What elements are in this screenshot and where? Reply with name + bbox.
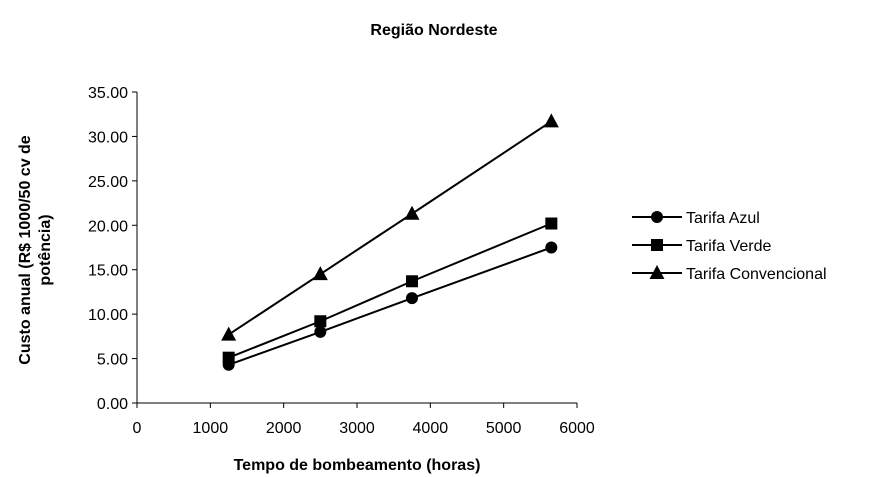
series-line	[229, 248, 552, 365]
y-tick-label: 25.00	[88, 174, 128, 191]
series-line	[229, 224, 552, 358]
data-point	[545, 242, 557, 254]
x-tick-label: 5000	[486, 420, 522, 437]
data-point	[545, 218, 557, 230]
x-axis-title: Tempo de bombeamento (horas)	[234, 457, 481, 474]
series-line	[229, 121, 552, 334]
plot-area: 0.00 5.00 10.00 15.00 20.00 25.00 30.00 35.00 0 1…	[88, 85, 595, 437]
y-axis-title: Custo anual (R$ 1000/50 cv de potência)	[17, 135, 54, 365]
y-tick-label: 35.00	[88, 85, 128, 102]
data-point	[406, 292, 418, 304]
data-point	[405, 206, 420, 220]
y-tick-label: 20.00	[88, 218, 128, 235]
data-point	[223, 352, 235, 364]
data-point	[313, 266, 328, 280]
x-tick-label: 4000	[413, 420, 449, 437]
legend-label: Tarifa Verde	[686, 238, 771, 255]
data-point	[314, 315, 326, 327]
legend-label: Tarifa Convencional	[686, 266, 827, 283]
data-point	[544, 113, 559, 127]
legend-marker	[651, 239, 663, 251]
legend-item: Tarifa Verde	[632, 238, 771, 255]
x-tick-label: 1000	[193, 420, 229, 437]
y-tick-label: 15.00	[88, 263, 128, 280]
data-point	[314, 326, 326, 338]
legend-label: Tarifa Azul	[686, 210, 760, 227]
series-tarifa-verde	[223, 218, 558, 364]
data-point	[221, 327, 236, 341]
legend-item: Tarifa Azul	[632, 210, 760, 227]
y-axis-title-line-1: Custo anual (R$ 1000/50 cv de	[17, 135, 34, 365]
y-tick-label: 30.00	[88, 129, 128, 146]
y-tick-label: 10.00	[88, 307, 128, 324]
legend-marker	[651, 211, 663, 223]
x-tick-label: 3000	[339, 420, 375, 437]
x-tick-label: 6000	[559, 420, 595, 437]
x-tick-label: 0	[133, 420, 142, 437]
legend-item: Tarifa Convencional	[632, 265, 827, 283]
chart-title: Região Nordeste	[370, 22, 497, 39]
x-tick-label: 2000	[266, 420, 302, 437]
y-tick-label: 0.00	[97, 396, 128, 413]
y-axis-title-line-2: potência)	[37, 214, 54, 285]
data-point	[406, 275, 418, 287]
y-tick-label: 5.00	[97, 352, 128, 369]
legend: Tarifa Azul Tarifa Verde Tarifa Convencion…	[632, 210, 827, 283]
